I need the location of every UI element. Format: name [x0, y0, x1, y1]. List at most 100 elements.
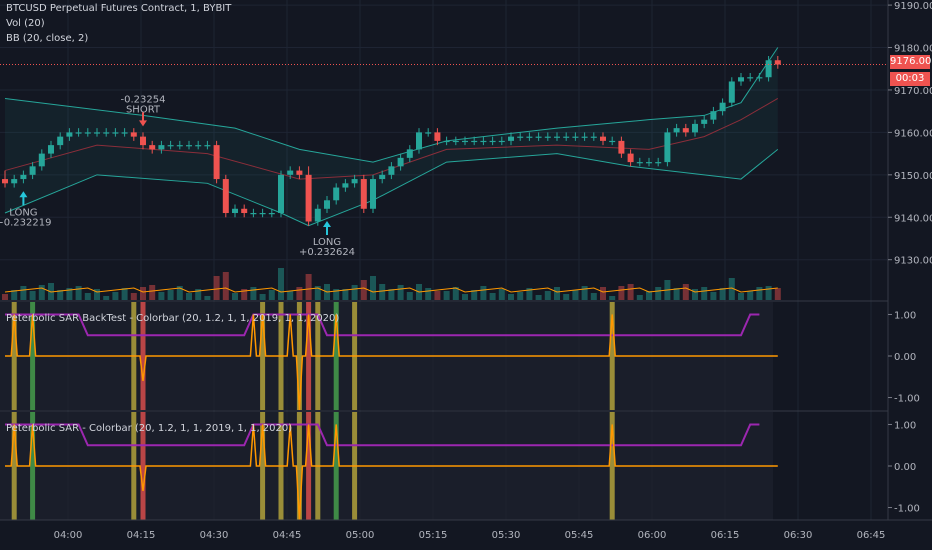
candle-body	[572, 136, 579, 138]
candle-body	[342, 183, 349, 188]
volume-bar	[765, 286, 772, 300]
long-arrow	[323, 221, 331, 236]
candle-body	[774, 60, 781, 65]
volume-bar	[314, 286, 321, 300]
volume-bar	[434, 291, 441, 300]
volume-bar	[342, 289, 349, 300]
signal-colorbar	[11, 302, 17, 410]
volume-bar	[204, 296, 211, 300]
sar-position-line	[5, 313, 760, 337]
candle-body	[29, 166, 36, 175]
candle-body	[222, 179, 229, 214]
candle-body	[397, 157, 404, 167]
volume-ma-line	[4, 287, 778, 293]
long-signal-value: +0.232219	[0, 217, 51, 228]
volume-bar	[498, 289, 505, 300]
volume-bar	[176, 286, 183, 300]
volume-bar	[130, 293, 137, 300]
candle-body	[590, 136, 597, 138]
time-axis-label: 05:00	[346, 530, 375, 541]
volume-bar	[20, 286, 27, 300]
volume-bar	[333, 289, 340, 300]
volume-bar	[75, 286, 82, 300]
bollinger-legend: BB (20, close, 2)	[6, 33, 89, 44]
volume-bar	[618, 286, 625, 300]
candle-body	[609, 140, 616, 143]
volume-bar	[636, 295, 643, 300]
countdown-badge: 00:03	[890, 72, 930, 86]
candle-body	[195, 145, 202, 147]
candle-body	[48, 145, 54, 154]
candle-body	[186, 145, 192, 147]
volume-bar	[241, 289, 248, 300]
candle-body	[646, 162, 652, 164]
volume-bar	[2, 294, 8, 300]
sar-position-line	[5, 423, 760, 447]
volume-bar	[728, 278, 735, 300]
volume-bar	[443, 291, 450, 300]
volume-bar	[590, 293, 597, 300]
volume-bar	[710, 292, 717, 300]
candle-body	[692, 123, 698, 133]
signal-colorbar	[609, 302, 615, 410]
bollinger-lower-line	[4, 148, 779, 227]
candle-body	[627, 153, 634, 163]
time-axis-label: 06:45	[857, 530, 886, 541]
volume-bar	[774, 288, 781, 300]
volume-bar	[747, 291, 754, 300]
volume-bar	[29, 291, 36, 300]
candle-body	[526, 136, 533, 138]
candle-body	[103, 132, 110, 134]
oscillator-axis-label: 1.00	[894, 420, 916, 431]
volume-bar	[278, 268, 284, 300]
price-axis-label: 9160.00	[894, 128, 932, 139]
candle-body	[278, 174, 284, 214]
candle-body	[600, 136, 606, 141]
volume-bar	[167, 290, 174, 300]
candle-body	[2, 179, 8, 184]
time-axis-label: 06:30	[784, 530, 813, 541]
volume-bar	[719, 288, 726, 300]
candle-body	[167, 145, 174, 147]
candle-body	[66, 132, 73, 137]
short-arrow	[139, 112, 147, 127]
volume-bar	[452, 287, 459, 300]
volume-bar	[379, 284, 386, 300]
volume-bar	[517, 292, 524, 300]
short-signal-label: SHORT	[126, 104, 161, 115]
candle-body	[351, 179, 358, 184]
volume-bar	[66, 288, 73, 300]
candle-body	[452, 140, 459, 143]
candle-body	[57, 136, 64, 146]
candle-body	[719, 102, 726, 112]
candle-body	[462, 140, 468, 143]
volume-bar	[692, 289, 698, 300]
candle-body	[434, 132, 441, 141]
volume-bar	[701, 287, 708, 300]
oscillator-axis-label: -1.00	[894, 394, 920, 405]
candle-body	[149, 145, 156, 150]
volume-bar	[370, 276, 376, 300]
candle-body	[443, 140, 450, 143]
candle-body	[701, 119, 708, 124]
time-axis-label: 06:00	[638, 530, 667, 541]
volume-bar	[351, 285, 358, 300]
volume-bar	[535, 295, 542, 300]
signal-colorbar	[140, 302, 146, 410]
candle-body	[554, 136, 560, 138]
time-axis-label: 04:30	[200, 530, 229, 541]
candle-body	[250, 213, 257, 215]
volume-bar	[756, 287, 763, 300]
volume-bar	[84, 293, 91, 300]
oscillator-axis-label: 1.00	[894, 310, 916, 321]
candle-body	[682, 128, 689, 133]
volume-bar	[544, 291, 551, 300]
candle-body	[204, 145, 211, 147]
signal-colorbar	[260, 302, 266, 410]
bollinger-band-fill	[5, 47, 778, 226]
volume-bar	[287, 291, 294, 300]
volume-bar	[738, 293, 744, 300]
volume-bar	[222, 272, 229, 300]
